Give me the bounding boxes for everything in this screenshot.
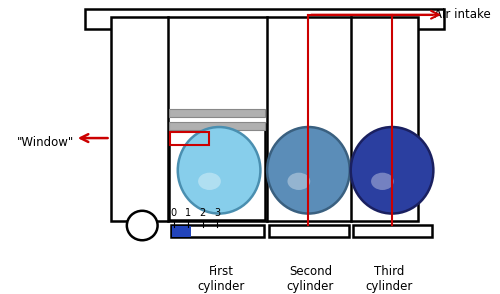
Circle shape	[127, 211, 158, 240]
Bar	[84, 9, 444, 29]
Bar	[269, 225, 349, 238]
Text: First
cylinder: First cylinder	[198, 265, 244, 293]
Bar	[171, 225, 264, 238]
Ellipse shape	[371, 173, 394, 190]
Bar	[169, 108, 265, 117]
Text: 0: 0	[171, 208, 177, 218]
Text: 2: 2	[200, 208, 206, 218]
Text: "Window": "Window"	[18, 136, 74, 149]
Bar	[172, 225, 191, 237]
Text: Third
cylinder: Third cylinder	[366, 265, 413, 293]
Ellipse shape	[350, 127, 434, 213]
Bar	[169, 124, 265, 220]
Text: Air intake: Air intake	[434, 8, 491, 21]
Bar	[352, 225, 432, 238]
Bar	[170, 132, 208, 145]
Bar	[110, 16, 418, 221]
Text: 1: 1	[186, 208, 192, 218]
Bar	[169, 121, 265, 130]
Ellipse shape	[198, 173, 221, 190]
Ellipse shape	[267, 127, 350, 213]
Ellipse shape	[288, 173, 310, 190]
Ellipse shape	[178, 127, 260, 213]
Text: 3: 3	[214, 208, 220, 218]
Text: Second
cylinder: Second cylinder	[286, 265, 334, 293]
